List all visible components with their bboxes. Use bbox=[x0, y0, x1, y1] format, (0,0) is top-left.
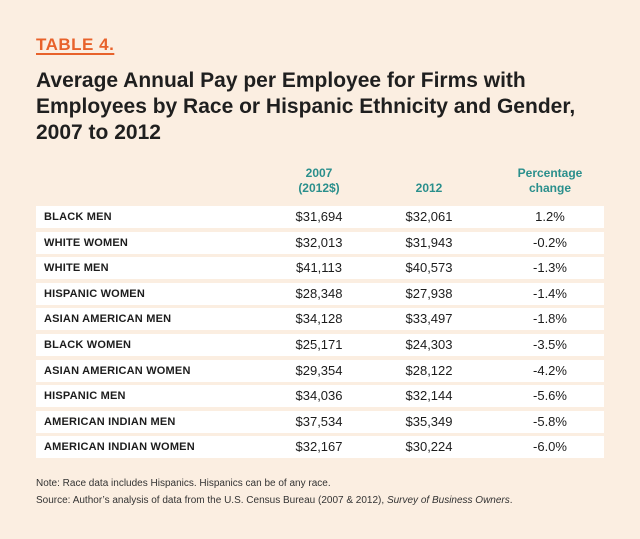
row-value-2007: $32,167 bbox=[295, 439, 343, 455]
row-group-label: WHITE WOMEN bbox=[44, 236, 129, 249]
row-value-2007: $28,348 bbox=[295, 285, 343, 301]
source-prefix: Source: Author’s analysis of data from t… bbox=[36, 495, 387, 506]
row-value-2012: $28,122 bbox=[405, 362, 453, 378]
data-table: BLACK MEN $31,694 $32,061 1.2% WHITE WOMEN $3… bbox=[36, 206, 604, 462]
row-value-2012: $31,943 bbox=[405, 234, 453, 250]
row-value-2012: $27,938 bbox=[405, 285, 453, 301]
row-group-label: AMERICAN INDIAN WOMEN bbox=[44, 441, 195, 454]
row-percentage-change: -1.4% bbox=[533, 285, 567, 301]
table-title: Average Annual Pay per Employee for Firm… bbox=[36, 69, 576, 144]
column-header-2007: 2007 (2012$) bbox=[274, 166, 364, 196]
row-group-label: BLACK MEN bbox=[44, 211, 112, 223]
row-value-2007: $29,354 bbox=[295, 362, 343, 378]
row-value-2012: $30,224 bbox=[405, 439, 453, 455]
row-percentage-change: 1.2% bbox=[535, 209, 565, 224]
column-header-pct-line1: Percentage bbox=[517, 166, 583, 180]
row-value-2007: $34,036 bbox=[295, 388, 343, 404]
row-percentage-change: -5.8% bbox=[533, 413, 567, 429]
row-group-label: WHITE MEN bbox=[44, 262, 109, 275]
row-percentage-change: -4.2% bbox=[533, 362, 567, 378]
source-suffix: . bbox=[509, 495, 513, 506]
column-header-pct-line2: change bbox=[528, 181, 571, 195]
column-header-percentage-change: Percentage change bbox=[500, 166, 600, 196]
note-text: Note: Race data includes Hispanics. Hisp… bbox=[36, 478, 331, 489]
row-group-label: HISPANIC WOMEN bbox=[44, 287, 145, 300]
row-group-label: ASIAN AMERICAN MEN bbox=[44, 313, 172, 326]
row-value-2012: $35,349 bbox=[405, 413, 453, 429]
row-group-label: HISPANIC MEN bbox=[44, 390, 126, 403]
row-percentage-change: -6.0% bbox=[533, 439, 567, 455]
table-row: WHITE MEN $41,113 $40,573 -1.3% bbox=[36, 257, 604, 280]
row-value-2012: $32,144 bbox=[405, 388, 453, 404]
row-group-label: AMERICAN INDIAN MEN bbox=[44, 415, 176, 428]
row-percentage-change: -3.5% bbox=[533, 336, 567, 352]
table-row: HISPANIC WOMEN $28,348 $27,938 -1.4% bbox=[36, 282, 604, 305]
table-row: BLACK MEN $31,694 $32,061 1.2% bbox=[36, 206, 604, 228]
column-header-2007-line2: (2012$) bbox=[298, 181, 340, 195]
table-row: ASIAN AMERICAN MEN $34,128 $33,497 -1.8% bbox=[36, 308, 604, 331]
row-value-2007: $34,128 bbox=[295, 311, 343, 327]
table-row: HISPANIC MEN $34,036 $32,144 -5.6% bbox=[36, 385, 604, 408]
row-percentage-change: -0.2% bbox=[533, 234, 567, 250]
row-value-2007: $41,113 bbox=[295, 260, 343, 276]
row-value-2007: $31,694 bbox=[295, 209, 343, 224]
table-row: BLACK WOMEN $25,171 $24,303 -3.5% bbox=[36, 333, 604, 356]
row-value-2007: $32,013 bbox=[295, 234, 343, 250]
row-percentage-change: -1.8% bbox=[533, 311, 567, 327]
column-header-2007-line1: 2007 bbox=[305, 166, 333, 180]
row-group-label: ASIAN AMERICAN WOMEN bbox=[44, 364, 191, 377]
table-row: WHITE WOMEN $32,013 $31,943 -0.2% bbox=[36, 231, 604, 254]
row-value-2012: $32,061 bbox=[405, 209, 453, 224]
table-row: AMERICAN INDIAN MEN $37,534 $35,349 -5.8% bbox=[36, 410, 604, 433]
table-label: TABLE 4. bbox=[36, 35, 115, 54]
row-value-2007: $37,534 bbox=[295, 413, 343, 429]
row-value-2012: $24,303 bbox=[405, 336, 453, 352]
source-text: Source: Author’s analysis of data from t… bbox=[36, 494, 513, 507]
row-value-2012: $40,573 bbox=[405, 260, 453, 276]
table-row: ASIAN AMERICAN WOMEN $29,354 $28,122 -4.2% bbox=[36, 359, 604, 382]
source-title: Survey of Business Owners bbox=[386, 495, 510, 506]
row-value-2012: $33,497 bbox=[405, 311, 453, 327]
row-percentage-change: -5.6% bbox=[533, 388, 567, 404]
row-group-label: BLACK WOMEN bbox=[44, 338, 132, 351]
column-header-2012: 2012 bbox=[415, 181, 443, 195]
row-percentage-change: -1.3% bbox=[533, 260, 567, 276]
table-row: AMERICAN INDIAN WOMEN $32,167 $30,224 -6.0% bbox=[36, 436, 604, 459]
row-value-2007: $25,171 bbox=[295, 336, 343, 352]
